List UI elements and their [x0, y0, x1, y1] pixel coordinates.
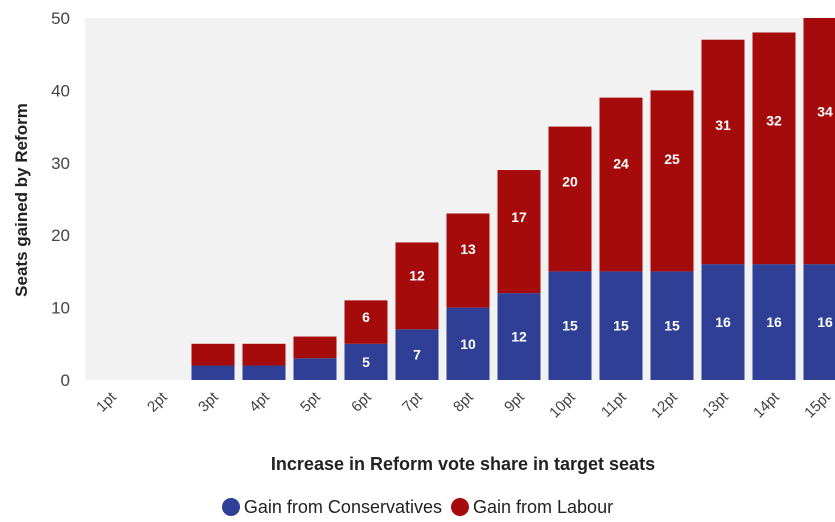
- y-tick-label: 0: [61, 371, 70, 390]
- y-tick-label: 30: [51, 154, 70, 173]
- bar-conservatives: [650, 271, 694, 380]
- bar-conservatives: [395, 329, 439, 380]
- bars-group: [191, 18, 835, 380]
- y-tick-label: 40: [51, 81, 70, 100]
- bar-labour: [395, 242, 439, 330]
- bar-conservatives: [701, 264, 745, 380]
- data-label-conservatives: 5: [362, 354, 370, 370]
- x-tick-label: 15pt: [801, 388, 834, 421]
- data-label-conservatives: 7: [413, 347, 421, 363]
- y-axis-ticks: 0 10 20 30 40 50: [51, 9, 70, 390]
- data-label-labour: 24: [613, 156, 629, 172]
- x-tick-label: 14pt: [750, 388, 783, 421]
- data-label-labour: 12: [409, 267, 425, 283]
- bar-labour: [293, 336, 337, 359]
- data-label-labour: 20: [562, 174, 578, 190]
- bar-labour: [446, 213, 490, 308]
- y-tick-label: 50: [51, 9, 70, 28]
- x-tick-label: 5pt: [297, 388, 324, 415]
- x-axis-label: Increase in Reform vote share in target …: [271, 454, 655, 474]
- bar-conservatives: [752, 264, 796, 380]
- labour-swatch-icon: [451, 498, 469, 516]
- bar-labour: [548, 126, 592, 272]
- legend-item-conservatives: Gain from Conservatives: [221, 497, 442, 518]
- data-label-labour: 17: [511, 209, 527, 225]
- bar-conservatives: [344, 343, 388, 380]
- x-tick-label: 12pt: [648, 388, 681, 421]
- bar-conservatives: [446, 307, 490, 380]
- bar-labour: [497, 170, 541, 294]
- y-tick-label: 10: [51, 299, 70, 318]
- bar-labour: [752, 32, 796, 265]
- x-tick-label: 9pt: [501, 388, 528, 415]
- bar-labour: [344, 300, 388, 344]
- x-tick-label: 4pt: [246, 388, 273, 415]
- data-label-conservatives: 15: [613, 318, 629, 334]
- data-label-conservatives: 16: [715, 314, 731, 330]
- bar-labour: [650, 90, 694, 272]
- legend-label-labour: Gain from Labour: [473, 497, 614, 517]
- bar-labour: [599, 97, 643, 272]
- data-label-conservatives: 15: [562, 318, 578, 334]
- bar-conservatives: [803, 264, 835, 380]
- bar-labour: [242, 343, 286, 366]
- data-label-labour: 25: [664, 151, 680, 167]
- data-label-conservatives: 10: [460, 336, 476, 352]
- bar-labour: [803, 18, 835, 265]
- bar-conservatives: [599, 271, 643, 380]
- x-tick-label: 11pt: [598, 388, 630, 420]
- data-label-labour: 32: [766, 113, 782, 129]
- bar-conservatives: [293, 358, 337, 380]
- stacked-bar-chart: 5 6 7 12 10 13 12 17 15 20 15 24 15 25 16 31 16 32 16 34 0 1…: [12, 9, 835, 474]
- y-axis-label: Seats gained by Reform: [12, 103, 31, 297]
- legend: Gain from Conservatives Gain from Labour: [0, 497, 835, 518]
- x-tick-label: 1pt: [93, 388, 120, 415]
- bar-conservatives: [497, 293, 541, 380]
- x-tick-label: 3pt: [195, 388, 222, 415]
- y-tick-label: 20: [51, 226, 70, 245]
- x-tick-label: 7pt: [399, 388, 426, 415]
- bar-conservatives: [191, 365, 235, 380]
- legend-label-conservatives: Gain from Conservatives: [243, 497, 442, 517]
- data-label-labour: 13: [460, 241, 476, 257]
- data-label-labour: 6: [362, 309, 370, 325]
- bar-conservatives: [242, 365, 286, 380]
- bar-conservatives: [548, 271, 592, 380]
- bar-labour: [191, 343, 235, 366]
- data-labels-group: 5 6 7 12 10 13 12 17 15 20 15 24 15 25 16 31 16 32 16 34: [362, 104, 833, 370]
- x-axis-ticks: 1pt 2pt 3pt 4pt 5pt 6pt 7pt 8pt 9pt 10pt 11pt 12pt 1…: [93, 388, 834, 421]
- x-tick-label: 6pt: [348, 388, 375, 415]
- x-tick-label: 8pt: [450, 388, 477, 415]
- x-tick-label: 10pt: [546, 388, 579, 421]
- x-tick-label: 2pt: [144, 388, 171, 415]
- data-label-labour: 34: [817, 104, 833, 120]
- data-label-conservatives: 15: [664, 318, 680, 334]
- bar-labour: [701, 39, 745, 265]
- data-label-conservatives: 16: [766, 314, 782, 330]
- x-tick-label: 13pt: [699, 388, 732, 421]
- legend-item-labour: Gain from Labour: [451, 497, 613, 518]
- data-label-conservatives: 16: [817, 314, 833, 330]
- conservatives-swatch-icon: [221, 498, 240, 516]
- data-label-conservatives: 12: [511, 329, 527, 345]
- data-label-labour: 31: [715, 117, 731, 133]
